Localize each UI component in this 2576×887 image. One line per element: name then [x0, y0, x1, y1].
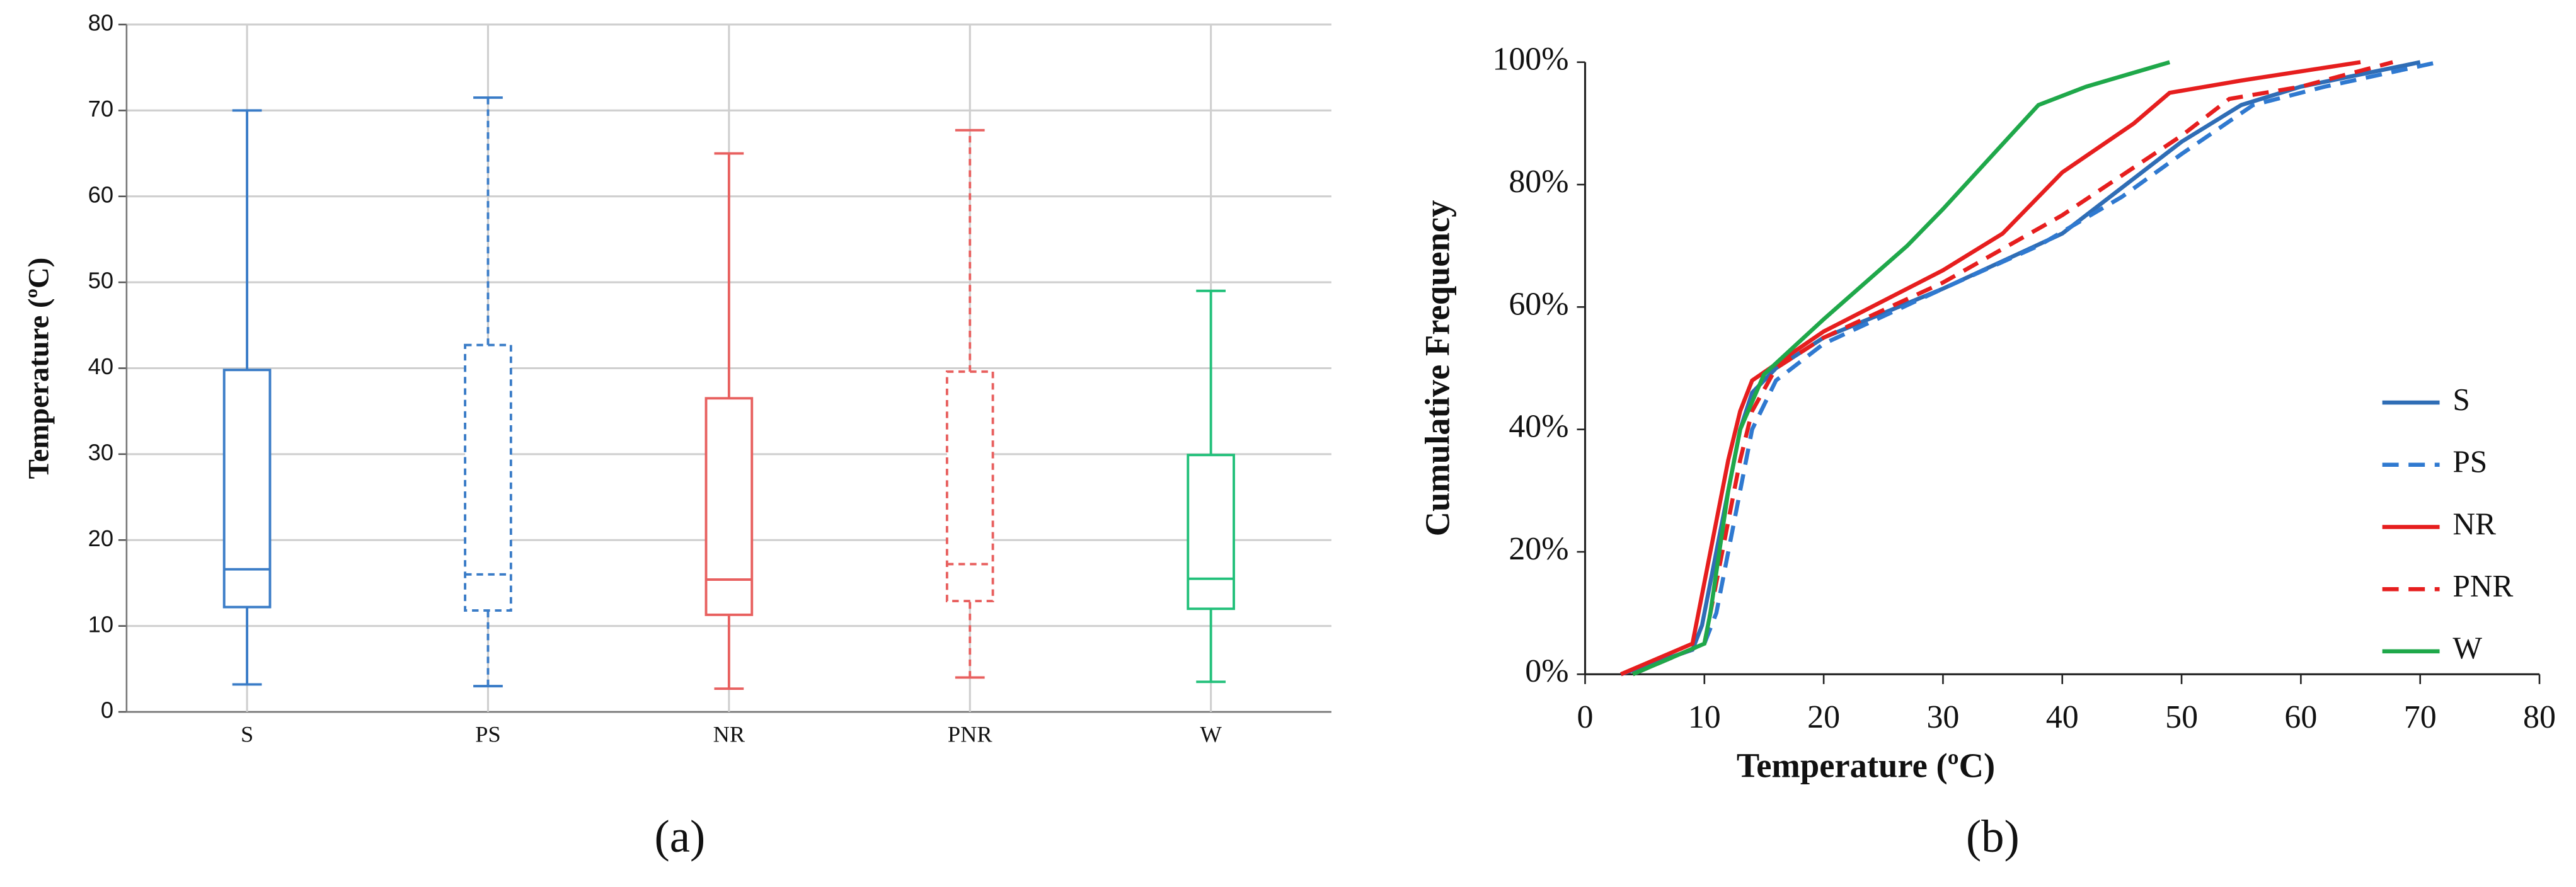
y-axis-label: Temperature (ºC): [23, 258, 55, 479]
y-tick-label: 70: [88, 96, 113, 122]
box: [464, 343, 512, 612]
x-tick-label: 10: [1688, 699, 1721, 735]
x-tick-label: 0: [1577, 699, 1594, 735]
y-tick-label: 60: [88, 181, 113, 207]
y-tick-label: 0%: [1525, 653, 1568, 689]
x-tick-label: 40: [2046, 699, 2079, 735]
x-tick-label: 50: [2165, 699, 2198, 735]
box: [222, 369, 272, 609]
box: [704, 397, 754, 616]
x-tick-label: 80: [2523, 699, 2556, 735]
y-tick-label: 80%: [1509, 164, 1568, 200]
series-line: [1620, 60, 2421, 677]
box: [945, 370, 994, 603]
y-axis-label: Cumulative Frequency: [1418, 200, 1456, 537]
y-tick-label: 40: [88, 353, 113, 379]
y-tick-label: 30: [88, 439, 113, 465]
y-tick-label: 10: [88, 611, 113, 637]
x-tick-label: PS: [475, 721, 500, 747]
y-tick-label: 60%: [1509, 286, 1568, 322]
y-tick-label: 20: [88, 525, 113, 551]
legend-label: PS: [2452, 444, 2487, 479]
legend-label: PNR: [2452, 569, 2513, 604]
legend-label: S: [2452, 382, 2470, 416]
x-tick-label: W: [1200, 721, 1222, 747]
x-axis-label: Temperature (ºC): [1737, 746, 1995, 784]
legend-label: NR: [2452, 506, 2496, 541]
x-tick-label: 60: [2284, 699, 2317, 735]
y-tick-label: 0: [101, 697, 113, 723]
x-tick-label: 70: [2404, 699, 2437, 735]
y-tick-label: 20%: [1509, 531, 1568, 567]
legend-label: W: [2452, 631, 2482, 665]
x-tick-label: S: [241, 721, 253, 747]
box: [1187, 454, 1235, 610]
x-tick-label: 30: [1926, 699, 1959, 735]
y-tick-label: 50: [88, 268, 113, 294]
x-tick-label: NR: [713, 721, 745, 747]
x-tick-label: 20: [1807, 699, 1840, 735]
y-tick-label: 80: [88, 10, 113, 36]
x-tick-label: PNR: [948, 721, 992, 747]
series-line: [1620, 60, 2361, 677]
series-line: [1631, 60, 2439, 677]
caption: (b): [1966, 811, 2020, 862]
y-tick-label: 40%: [1509, 409, 1568, 445]
y-tick-label: 100%: [1492, 42, 1568, 77]
caption: (a): [655, 811, 706, 862]
series-line: [1631, 60, 2171, 677]
series-line: [1631, 60, 2393, 677]
